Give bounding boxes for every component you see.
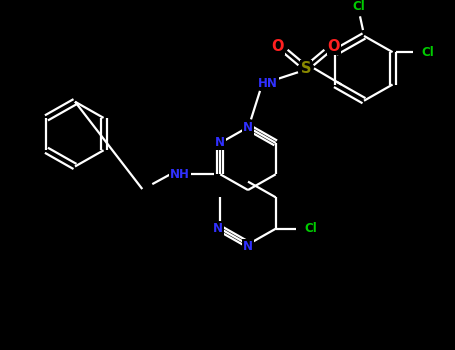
Text: NH: NH	[170, 168, 190, 181]
Text: Cl: Cl	[421, 46, 434, 59]
Text: HN: HN	[258, 77, 278, 90]
Text: O: O	[272, 39, 284, 54]
Text: S: S	[301, 61, 311, 76]
Text: O: O	[328, 39, 340, 54]
Text: Cl: Cl	[353, 0, 365, 13]
Text: N: N	[213, 222, 223, 235]
Text: Cl: Cl	[304, 222, 317, 235]
Text: N: N	[243, 240, 253, 253]
Text: N: N	[215, 136, 225, 149]
Text: N: N	[243, 121, 253, 134]
